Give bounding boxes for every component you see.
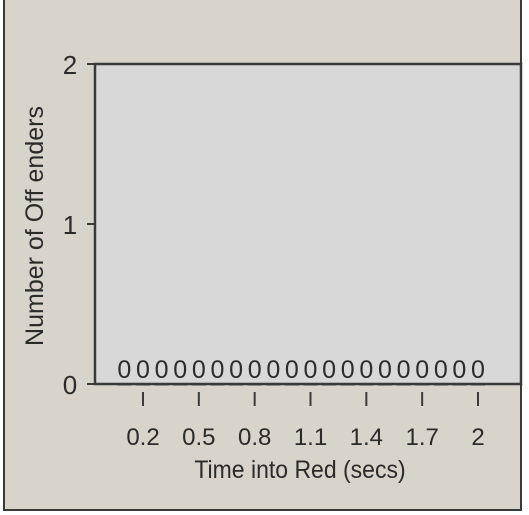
bar xyxy=(471,384,485,386)
bar-value-label: 0 xyxy=(304,356,318,384)
x-axis: 0.2 0.5 0.8 1.1 1.4 1.7 2 xyxy=(126,392,485,451)
bar-value-label: 0 xyxy=(397,356,411,384)
x-axis-title: Time into Red (secs) xyxy=(194,456,405,484)
bar xyxy=(284,384,299,386)
y-axis: 0 1 2 xyxy=(63,50,95,400)
y-tick-label: 1 xyxy=(63,210,77,240)
y-tick-label: 2 xyxy=(63,50,77,80)
bar xyxy=(266,384,281,386)
bar-value-label: 0 xyxy=(378,356,392,384)
bar-value-label: 0 xyxy=(285,356,299,384)
bar xyxy=(154,384,169,386)
bar-value-label: 0 xyxy=(192,356,206,384)
bar xyxy=(229,384,244,386)
bar xyxy=(117,384,132,386)
bar xyxy=(433,384,448,386)
y-tick-label: 0 xyxy=(63,370,77,400)
y-axis-title: Number of Off enders xyxy=(21,106,49,346)
bar xyxy=(136,384,150,386)
bars xyxy=(117,384,485,386)
bar-value-label: 0 xyxy=(229,356,243,384)
bar-value-label: 0 xyxy=(173,356,187,384)
bar-value-label: 0 xyxy=(471,356,485,384)
bar-value-label: 0 xyxy=(248,356,262,384)
bar xyxy=(415,384,430,386)
bar-value-label: 0 xyxy=(322,356,336,384)
bar xyxy=(377,384,392,386)
bar-value-label: 0 xyxy=(434,356,448,384)
bar-value-label: 0 xyxy=(341,356,355,384)
bar-value-label: 0 xyxy=(266,356,280,384)
bar-value-label: 0 xyxy=(452,356,466,384)
bar-value-label: 0 xyxy=(117,356,131,384)
bar xyxy=(340,384,355,386)
x-tick-label: 1.1 xyxy=(294,424,327,451)
x-tick-label: 0.8 xyxy=(238,424,271,451)
bar xyxy=(210,384,225,386)
bar xyxy=(396,384,411,386)
x-tick-label: 1.4 xyxy=(350,424,383,451)
bar xyxy=(247,384,262,386)
x-tick-label: 1.7 xyxy=(405,424,438,451)
bar-value-label: 0 xyxy=(415,356,429,384)
bar xyxy=(359,384,374,386)
bar-value-label: 0 xyxy=(359,356,373,384)
x-tick-label: 2 xyxy=(471,424,484,451)
bar xyxy=(452,384,467,386)
bar xyxy=(173,384,188,386)
x-tick-label: 0.5 xyxy=(182,424,215,451)
plot-panel xyxy=(93,62,523,386)
bar xyxy=(191,384,206,386)
bar xyxy=(322,384,337,386)
bar xyxy=(303,384,318,386)
bar-value-label: 0 xyxy=(155,356,169,384)
bar-value-label: 0 xyxy=(136,356,150,384)
bar-value-label: 0 xyxy=(210,356,224,384)
x-tick-label: 0.2 xyxy=(126,424,159,451)
